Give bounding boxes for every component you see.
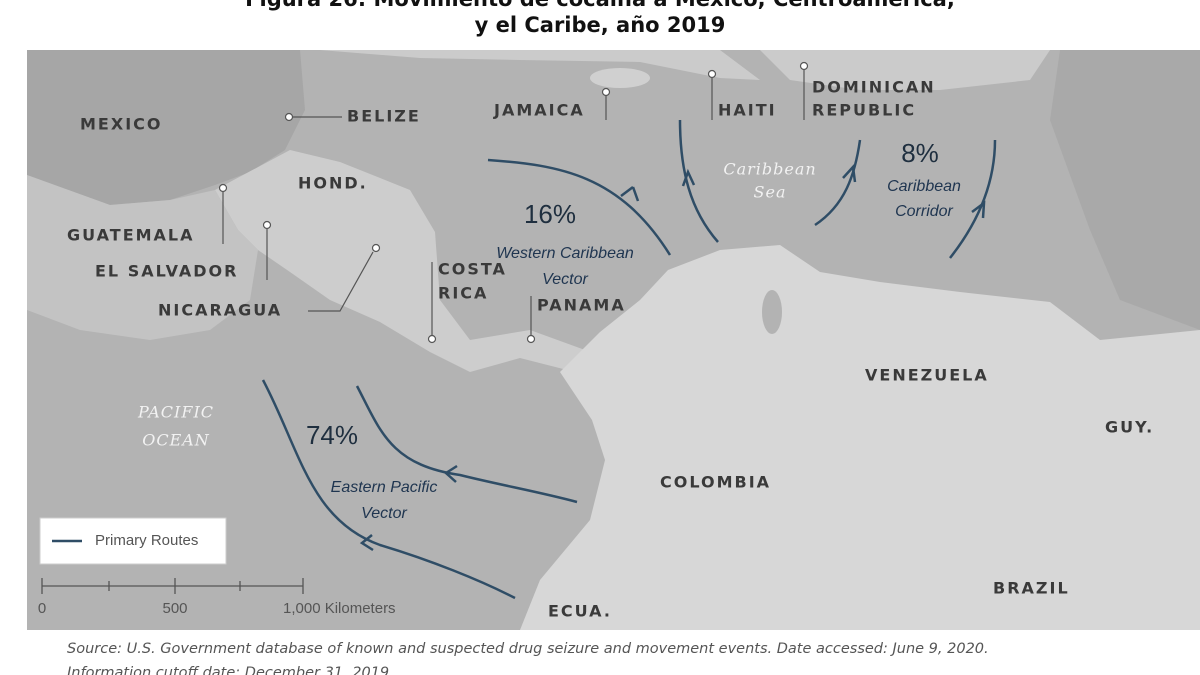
route-name: Eastern Pacific: [331, 479, 438, 496]
land: [590, 68, 650, 88]
country-label: VENEZUELA: [865, 366, 989, 385]
route-name: Corridor: [895, 203, 953, 220]
route-share: 74%: [306, 420, 358, 450]
legend-label: Primary Routes: [95, 532, 198, 549]
country-label: JAMAICA: [493, 101, 585, 120]
route-name: Vector: [361, 505, 407, 522]
land: [760, 50, 1050, 90]
scale-label: 1,000 Kilometers: [283, 600, 396, 617]
country-label: BRAZIL: [993, 579, 1070, 598]
source: Information cutoff date: December 31, 20…: [67, 665, 389, 675]
country-label: DOMINICAN: [812, 78, 936, 97]
source: Source: U.S. Government database of know…: [67, 641, 989, 657]
title: Figura 26: Movimiento de cocaína a Méxic…: [245, 0, 955, 11]
scale-label: 500: [162, 600, 187, 617]
country-label: COSTA: [438, 260, 507, 279]
land: [27, 175, 258, 340]
land: [215, 150, 585, 372]
route-name: Caribbean: [887, 178, 961, 195]
title: y el Caribe, año 2019: [475, 13, 726, 37]
route-share: 8%: [901, 138, 939, 168]
routes: [261, 119, 997, 600]
country-label: RICA: [438, 284, 488, 303]
sea-label: PACIFIC: [137, 403, 214, 422]
country-label: REPUBLIC: [812, 101, 916, 120]
land: [27, 50, 305, 205]
sea-label: OCEAN: [142, 431, 210, 450]
legend: Primary Routes: [39, 517, 227, 565]
country-label: EL SALVADOR: [95, 262, 238, 281]
country-label: COLOMBIA: [660, 473, 771, 492]
lake: [762, 290, 782, 334]
leaders: [218, 61, 809, 344]
route-share: 16%: [524, 199, 576, 229]
scale-label: 0: [38, 600, 46, 617]
country-label: HOND.: [298, 174, 368, 193]
land: [320, 50, 760, 80]
land: [1050, 50, 1200, 330]
country-label: GUY.: [1105, 418, 1154, 437]
country-label: BELIZE: [347, 107, 421, 126]
route-name: Vector: [542, 271, 588, 288]
country-label: HAITI: [718, 101, 777, 120]
scale-bar: [41, 578, 304, 594]
map: [27, 50, 1200, 630]
land: [520, 245, 1200, 630]
country-label: MEXICO: [80, 115, 162, 134]
country-label: PANAMA: [537, 296, 626, 315]
route-name: Western Caribbean: [496, 245, 634, 262]
country-label: ECUA.: [548, 602, 612, 621]
sea-label: Sea: [754, 183, 787, 202]
country-label: NICARAGUA: [158, 301, 282, 320]
country-label: GUATEMALA: [67, 226, 195, 245]
sea-label: Caribbean: [723, 160, 816, 179]
